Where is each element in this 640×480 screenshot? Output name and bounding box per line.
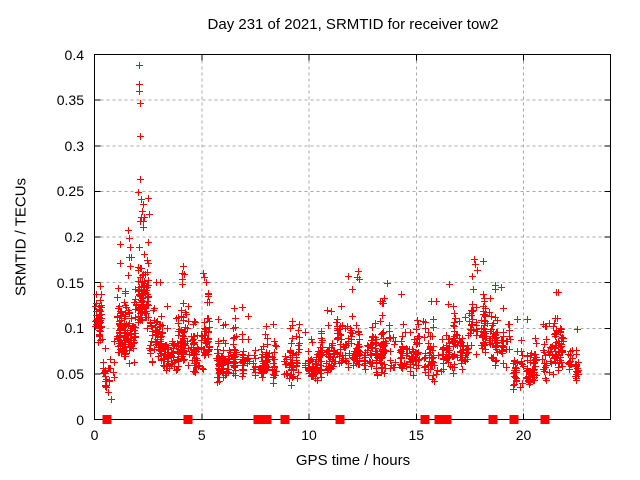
zero-flag-square [262,415,272,424]
zero-flag-square [253,415,263,424]
y-tick-label-0.1: 0.1 [64,320,84,337]
y-tick-label-0.15: 0.15 [56,274,84,291]
x-tick-label-0: 0 [90,427,99,443]
x-axis-label: GPS time / hours [295,452,411,469]
y-tick-label-0.3: 0.3 [64,137,84,154]
zero-flag-square [335,415,345,424]
x-tick-label-15: 15 [408,427,425,443]
zero-flag-markers [102,415,550,424]
chart-title: Day 231 of 2021, SRMTID for receiver tow… [207,16,499,33]
zero-flag-square [442,415,452,424]
zero-flag-square [540,415,550,424]
zero-flag-square [183,415,193,424]
y-tick-label-0.2: 0.2 [64,229,84,245]
y-tick-label-0.05: 0.05 [56,365,84,382]
zero-flag-square [488,415,498,424]
y-tick-label-0.4: 0.4 [64,46,84,63]
y-tick-label-0.25: 0.25 [56,183,84,200]
x-tick-label-20: 20 [515,427,532,443]
x-tick-label-10: 10 [301,427,317,443]
scatter-points [92,62,582,403]
x-tick-label-5: 5 [197,427,206,443]
grid-lines [94,54,611,420]
y-tick-label-0: 0 [76,411,84,428]
zero-flag-square [509,415,519,424]
zero-flag-square [420,415,430,424]
zero-flag-square [102,415,112,424]
zero-flag-square [280,415,290,424]
plot-border [94,54,611,420]
y-tick-label-0.35: 0.35 [56,92,84,109]
